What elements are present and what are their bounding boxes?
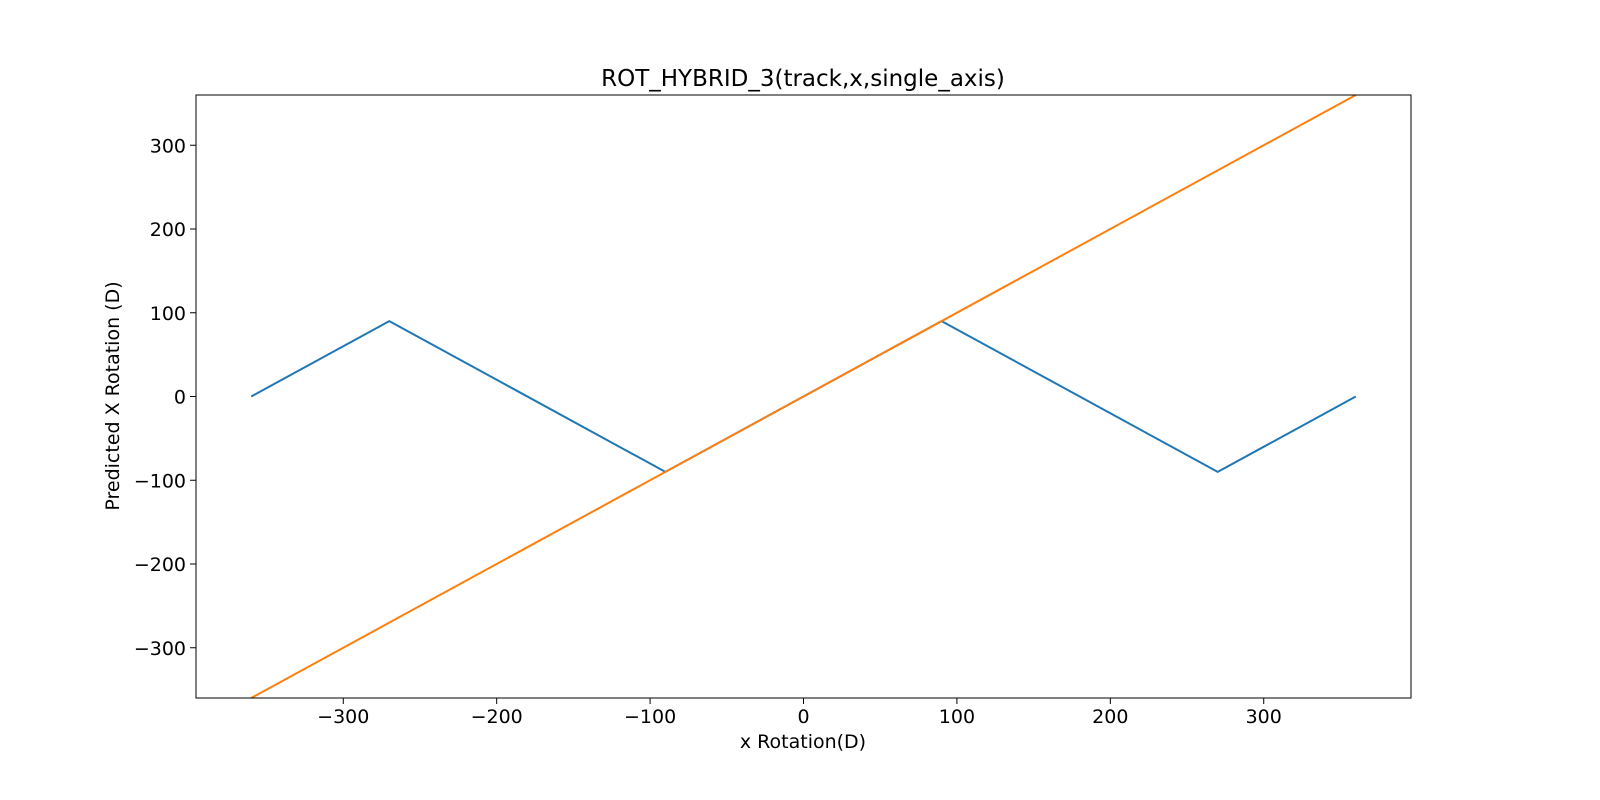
x-tick-label: −300 [317, 706, 369, 728]
x-tick-label: −200 [471, 706, 523, 728]
x-axis-label: x Rotation(D) [740, 731, 866, 753]
x-tick-label: 0 [797, 706, 809, 728]
y-tick-label: 200 [150, 219, 186, 241]
y-tick-label: 100 [150, 303, 186, 325]
series-2-line [250, 94, 1357, 699]
x-tick-label: −100 [624, 706, 676, 728]
x-tick-label: 300 [1246, 706, 1282, 728]
series-layer [250, 94, 1357, 699]
y-axis: −300 −200 −100 0 100 200 300 [134, 135, 196, 660]
y-tick-label: −200 [134, 554, 186, 576]
y-tick-label: −300 [134, 638, 186, 660]
y-tick-label: −100 [134, 470, 186, 492]
y-tick-label: 300 [150, 135, 186, 157]
x-axis: −300 −200 −100 0 100 200 300 [317, 698, 1282, 728]
y-tick-label: 0 [174, 387, 186, 409]
x-tick-label: 100 [939, 706, 975, 728]
y-axis-label: Predicted X Rotation (D) [102, 281, 124, 510]
chart-title: ROT_HYBRID_3(track,x,single_axis) [601, 66, 1005, 92]
x-tick-label: 200 [1092, 706, 1128, 728]
